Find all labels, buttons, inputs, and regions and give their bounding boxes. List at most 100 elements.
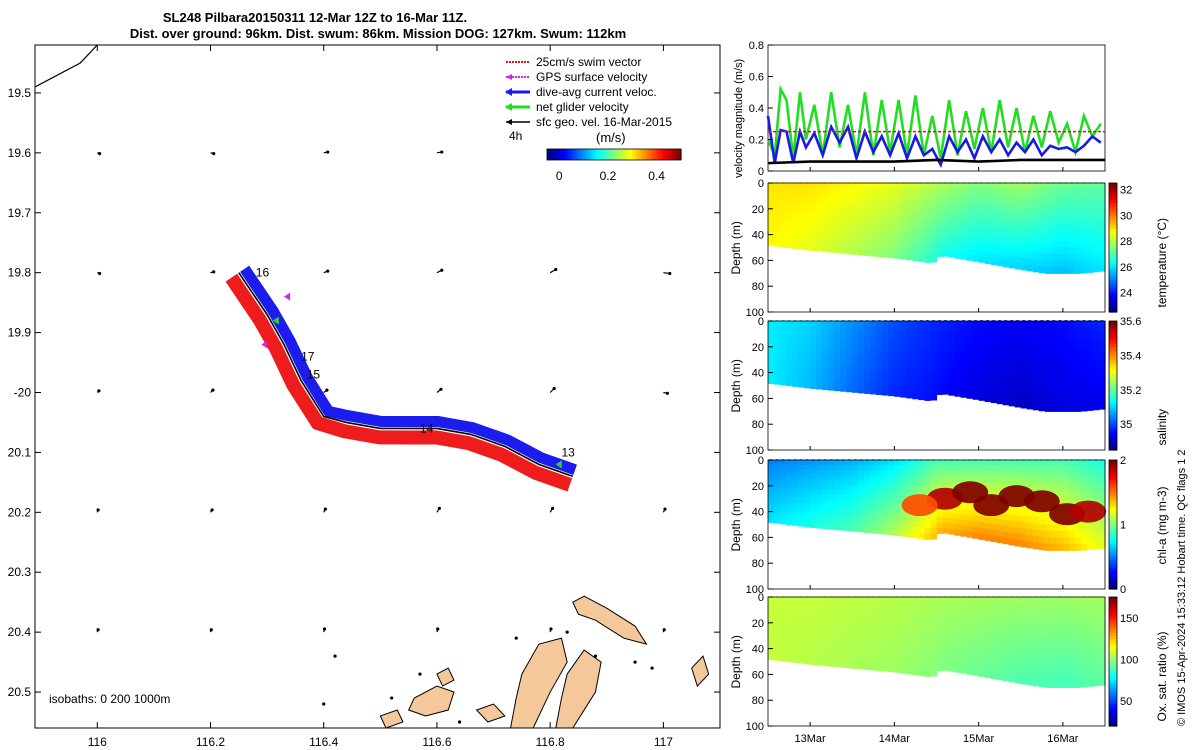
colorbar-cell bbox=[1109, 215, 1117, 220]
profile-cell bbox=[966, 354, 974, 361]
profile-cell bbox=[768, 196, 775, 202]
profile-cell bbox=[840, 490, 847, 496]
profile-cell bbox=[804, 469, 811, 475]
profile-cell bbox=[1086, 265, 1094, 273]
profile-cell bbox=[888, 390, 895, 397]
profile-cell bbox=[882, 507, 889, 514]
profile-cell bbox=[780, 201, 787, 207]
profile-cell bbox=[930, 211, 938, 218]
profile-cell bbox=[960, 221, 968, 228]
profile-cell bbox=[990, 631, 998, 639]
profile-cell bbox=[1038, 472, 1046, 480]
profile-cell bbox=[954, 513, 962, 520]
profile-cell bbox=[918, 527, 926, 534]
profile-cell bbox=[1050, 253, 1058, 261]
profile-cell bbox=[900, 640, 908, 647]
profile-cell bbox=[930, 250, 938, 257]
profile-cell bbox=[828, 494, 835, 501]
colorbar-cell bbox=[1109, 540, 1117, 545]
profile-surface-dot bbox=[834, 458, 841, 466]
profile-cell bbox=[990, 367, 998, 374]
profile-cell bbox=[888, 379, 895, 386]
profile-cell bbox=[1068, 353, 1076, 361]
colorbar-cell bbox=[667, 149, 671, 160]
profile-surface-dot bbox=[966, 319, 973, 327]
profile-cell bbox=[906, 204, 914, 212]
profile-cell bbox=[894, 529, 901, 536]
profile-cell bbox=[810, 330, 817, 337]
profile-cell bbox=[942, 517, 950, 524]
profile-cell bbox=[936, 235, 944, 242]
profile-cell bbox=[1038, 346, 1046, 354]
track-day-label: 16 bbox=[256, 266, 270, 280]
profile-cell bbox=[1038, 530, 1046, 538]
profile-cell bbox=[852, 213, 859, 220]
profile-cell bbox=[1098, 396, 1106, 404]
profile-cell bbox=[852, 526, 859, 532]
profile-cell bbox=[936, 665, 944, 671]
profile-cell bbox=[1098, 352, 1106, 360]
profile-surface-dot bbox=[936, 181, 943, 189]
profile-cell bbox=[1050, 340, 1058, 348]
profile-cell bbox=[906, 514, 914, 521]
profile-cell bbox=[900, 348, 908, 355]
profile-surface-dot bbox=[1026, 319, 1033, 327]
profile-cell bbox=[858, 387, 865, 394]
profile-cell bbox=[1080, 327, 1088, 335]
profile-cell bbox=[768, 378, 775, 384]
profile-surface-dot bbox=[924, 181, 931, 189]
profile-cell bbox=[1014, 388, 1022, 396]
profile-cell bbox=[774, 219, 781, 225]
profile-cell bbox=[930, 377, 938, 384]
colorbar-cell bbox=[1109, 382, 1117, 387]
profile-surface-dot bbox=[912, 458, 919, 466]
profile-cell bbox=[1044, 241, 1052, 249]
profile-cell bbox=[1056, 479, 1064, 487]
profile-cell bbox=[948, 352, 956, 359]
profile-cell bbox=[786, 629, 793, 635]
profile-cell bbox=[786, 229, 793, 235]
profile-cell bbox=[1056, 215, 1064, 223]
profile-cell bbox=[876, 507, 883, 514]
profile-cell bbox=[1014, 603, 1022, 610]
colorbar-tick-label: 30 bbox=[1120, 210, 1132, 222]
profile-cell bbox=[1068, 333, 1076, 341]
profile-cell bbox=[1056, 674, 1064, 682]
profile-cell bbox=[1074, 661, 1082, 669]
profile-surface-dot bbox=[846, 319, 853, 327]
profile-cell bbox=[804, 625, 811, 631]
profile-cell bbox=[1080, 530, 1088, 538]
profile-cell bbox=[978, 233, 986, 241]
colorbar-cell bbox=[1109, 266, 1117, 271]
profile-cell bbox=[798, 601, 805, 608]
colorbar-cell bbox=[1109, 518, 1117, 522]
profile-cell bbox=[1086, 641, 1094, 649]
profile-surface-dot bbox=[924, 595, 931, 603]
profile-cell bbox=[966, 613, 974, 620]
gps-vector bbox=[284, 292, 291, 301]
profile-surface-dot bbox=[804, 595, 811, 603]
colorbar-cell bbox=[1109, 395, 1117, 399]
profile-cell bbox=[864, 250, 871, 256]
profile-cell bbox=[1086, 259, 1094, 267]
profile-cell bbox=[864, 653, 871, 660]
profile-cell bbox=[936, 623, 944, 630]
profile-cell bbox=[768, 218, 775, 224]
profile-cell bbox=[924, 194, 932, 201]
profile-cell bbox=[780, 514, 787, 520]
profile-cell bbox=[864, 490, 871, 497]
profile-cell bbox=[768, 374, 775, 380]
profile-cell bbox=[810, 601, 817, 608]
profile-cell bbox=[846, 193, 853, 199]
profile-cell bbox=[948, 389, 956, 396]
profile-cell bbox=[1008, 255, 1016, 263]
profile-cell bbox=[936, 251, 944, 257]
profile-cell bbox=[1098, 252, 1106, 260]
profile-cell bbox=[858, 526, 865, 533]
profile-surface-dot bbox=[888, 181, 895, 189]
profile-cell bbox=[930, 332, 938, 339]
profile-cell bbox=[1080, 378, 1088, 386]
profile-cell bbox=[906, 364, 914, 372]
colorbar-cell bbox=[627, 149, 631, 160]
